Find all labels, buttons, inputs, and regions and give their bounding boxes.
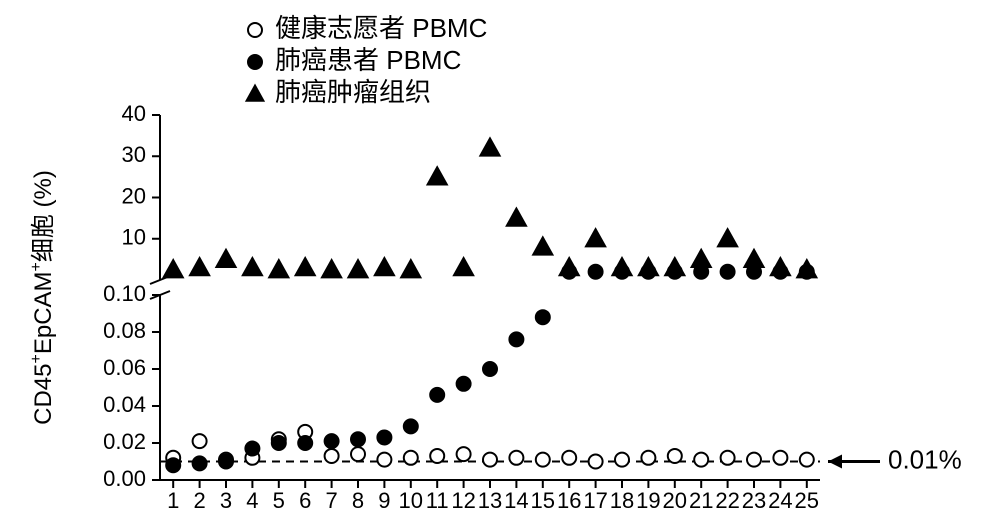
svg-text:15: 15 [531, 488, 555, 513]
svg-text:0.04: 0.04 [103, 392, 146, 417]
svg-text:肺癌肿瘤组织: 肺癌肿瘤组织 [275, 77, 431, 107]
svg-text:25: 25 [795, 488, 819, 513]
svg-text:30: 30 [122, 142, 146, 167]
svg-text:12: 12 [451, 488, 475, 513]
svg-text:20: 20 [122, 183, 146, 208]
svg-text:CD45+EpCAM+细胞 (%): CD45+EpCAM+细胞 (%) [28, 170, 58, 425]
svg-text:9: 9 [378, 488, 390, 513]
svg-text:40: 40 [122, 101, 146, 126]
svg-text:0.00: 0.00 [103, 466, 146, 491]
svg-text:8: 8 [352, 488, 364, 513]
svg-text:0.08: 0.08 [103, 318, 146, 343]
svg-text:0.06: 0.06 [103, 355, 146, 380]
svg-text:24: 24 [768, 488, 792, 513]
svg-text:2: 2 [193, 488, 205, 513]
svg-text:16: 16 [557, 488, 581, 513]
svg-text:1: 1 [167, 488, 179, 513]
svg-text:18: 18 [610, 488, 634, 513]
svg-text:11: 11 [426, 488, 449, 513]
svg-text:0.10: 0.10 [103, 281, 146, 306]
svg-text:10: 10 [122, 225, 146, 250]
svg-text:10: 10 [399, 488, 423, 513]
chart-container: 102030400.000.020.040.060.080.1012345678… [0, 0, 1000, 521]
svg-text:4: 4 [246, 488, 258, 513]
svg-text:健康志愿者 PBMC: 健康志愿者 PBMC [275, 13, 487, 43]
svg-text:6: 6 [299, 488, 311, 513]
chart-svg: 102030400.000.020.040.060.080.1012345678… [0, 0, 1000, 521]
svg-text:5: 5 [273, 488, 285, 513]
svg-text:13: 13 [478, 488, 502, 513]
svg-text:0.02: 0.02 [103, 429, 146, 454]
svg-text:21: 21 [689, 488, 713, 513]
svg-text:14: 14 [504, 488, 528, 513]
svg-text:22: 22 [715, 488, 739, 513]
svg-text:19: 19 [636, 488, 660, 513]
svg-text:3: 3 [220, 488, 232, 513]
svg-text:23: 23 [742, 488, 766, 513]
svg-text:0.01%: 0.01% [888, 444, 962, 474]
svg-text:7: 7 [325, 488, 337, 513]
svg-text:20: 20 [663, 488, 687, 513]
svg-text:肺癌患者 PBMC: 肺癌患者 PBMC [275, 45, 461, 75]
svg-text:17: 17 [583, 488, 607, 513]
